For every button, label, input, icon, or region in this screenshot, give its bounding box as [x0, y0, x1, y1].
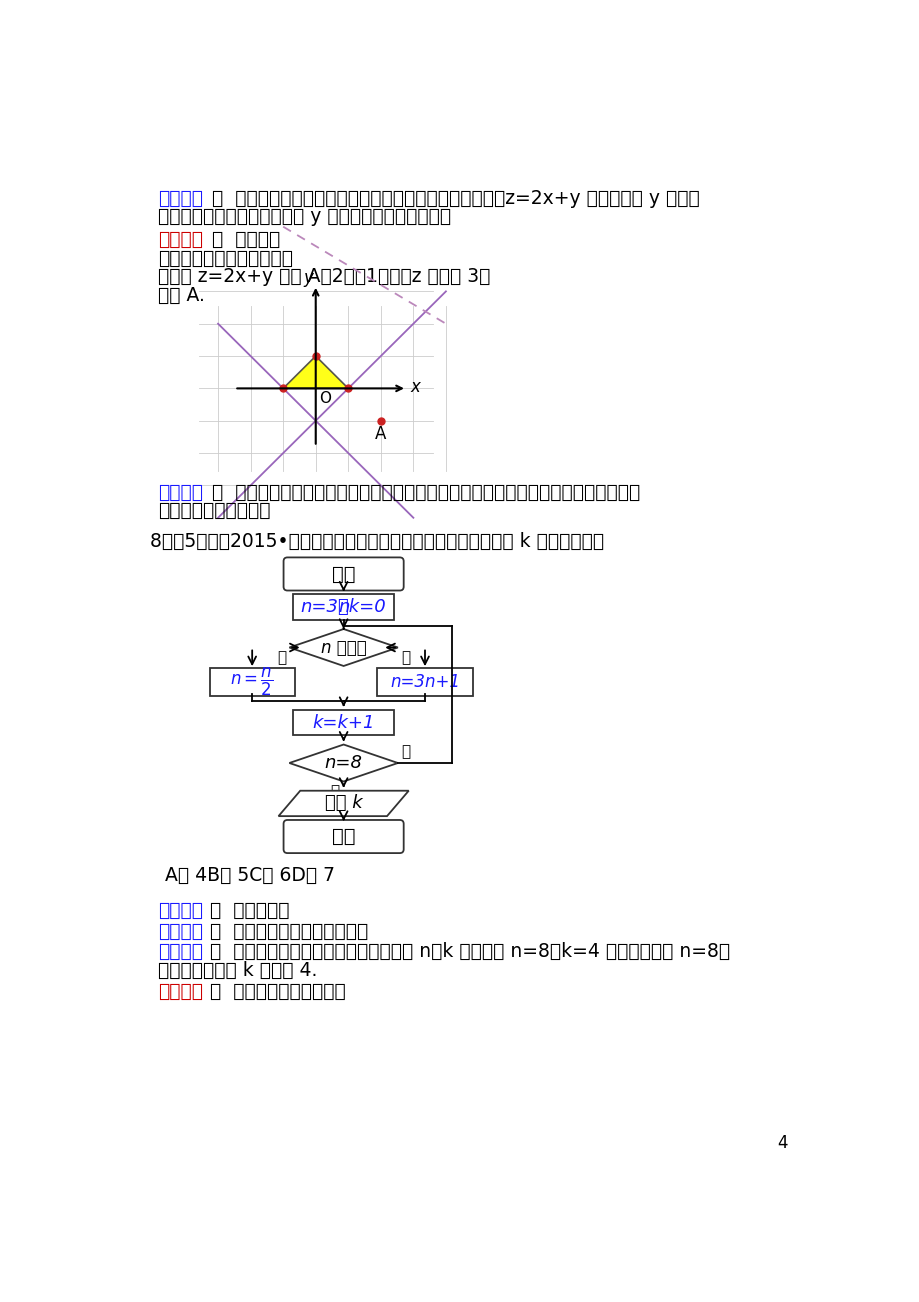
Text: ：  解：作图: ： 解：作图: [211, 230, 279, 249]
Text: 是: 是: [277, 650, 286, 665]
Text: 【点评】: 【点评】: [157, 483, 202, 501]
Text: ：  先根据约束条件画出可行域，再利用几何意义求最値，z=2x+y 表示直线在 y 轴上的: ： 先根据约束条件画出可行域，再利用几何意义求最値，z=2x+y 表示直线在 y…: [211, 189, 698, 207]
Polygon shape: [289, 745, 397, 781]
FancyBboxPatch shape: [210, 668, 294, 697]
Text: n=8: n=8: [324, 754, 362, 772]
Text: 输出 k: 输出 k: [324, 794, 362, 812]
FancyBboxPatch shape: [283, 820, 403, 853]
Text: ：  解：执行程序框图，有: ： 解：执行程序框图，有: [210, 982, 345, 1001]
Text: n=3n+1: n=3n+1: [390, 673, 460, 691]
Text: 求最値，属于基础题．: 求最値，属于基础题．: [157, 501, 270, 521]
Text: 故选 A.: 故选 A.: [157, 285, 204, 305]
Text: n: n: [337, 598, 349, 616]
Text: 【分析】: 【分析】: [157, 943, 202, 961]
Polygon shape: [289, 629, 397, 667]
Polygon shape: [278, 790, 408, 816]
Text: 结束: 结束: [332, 827, 355, 846]
Text: $n=\dfrac{n}{2}$: $n=\dfrac{n}{2}$: [230, 665, 274, 698]
Text: ：  执行程序框图，写出每次循环得到的 n，k 的値，当 n=8，k=4 时，满足条件 n=8，: ： 执行程序框图，写出每次循环得到的 n，k 的値，当 n=8，k=4 时，满足…: [210, 943, 729, 961]
Text: 当直线 z=2x+y 过点 A（2，－1）时，z 最大是 3，: 当直线 z=2x+y 过点 A（2，－1）时，z 最大是 3，: [157, 267, 490, 286]
Text: 易知可行域为一个三角形，: 易知可行域为一个三角形，: [157, 249, 292, 268]
Text: 开始: 开始: [332, 565, 355, 583]
Text: 否: 否: [401, 650, 410, 665]
Text: 【考点】: 【考点】: [157, 901, 202, 919]
Text: 否: 否: [401, 745, 410, 759]
Text: A: A: [375, 424, 386, 443]
Text: y: y: [303, 270, 313, 288]
Text: 【解析】: 【解析】: [157, 982, 202, 1001]
Text: 4: 4: [777, 1134, 788, 1152]
Text: x: x: [410, 378, 419, 396]
Text: n 为偶数: n 为偶数: [321, 638, 366, 656]
Text: 是: 是: [330, 785, 338, 799]
FancyBboxPatch shape: [283, 557, 403, 591]
Text: 【解析】: 【解析】: [157, 230, 202, 249]
FancyBboxPatch shape: [293, 710, 393, 736]
FancyBboxPatch shape: [293, 595, 393, 620]
Text: 退出循环，输出 k 的値为 4.: 退出循环，输出 k 的値为 4.: [157, 961, 317, 980]
Text: 8．（5分）（2015•沈阳一模）若执行如图的程序框图，则输出的 k 値是（　　）: 8．（5分）（2015•沈阳一模）若执行如图的程序框图，则输出的 k 値是（ ）: [150, 533, 604, 551]
Text: ：  本小题是考查线性规划问题，本题主要考查了简单的线性规划，以及利用几何意义: ： 本小题是考查线性规划问题，本题主要考查了简单的线性规划，以及利用几何意义: [211, 483, 640, 501]
Text: ：  图表型；算法和程序框图．: ： 图表型；算法和程序框图．: [210, 922, 368, 940]
Text: k=k+1: k=k+1: [312, 713, 374, 732]
FancyBboxPatch shape: [376, 668, 473, 697]
Text: A． 4B． 5C． 6D． 7: A． 4B． 5C． 6D． 7: [165, 866, 335, 885]
Text: O: O: [319, 391, 331, 406]
Text: 截距，只需求出可行域直线在 y 轴上的截距最大値即可．: 截距，只需求出可行域直线在 y 轴上的截距最大値即可．: [157, 207, 450, 227]
Text: 【分析】: 【分析】: [157, 189, 202, 207]
Text: 【专题】: 【专题】: [157, 922, 202, 940]
Text: ：  程序框图．: ： 程序框图．: [210, 901, 289, 919]
Polygon shape: [283, 355, 348, 388]
Text: n=3，k=0: n=3，k=0: [301, 598, 386, 616]
